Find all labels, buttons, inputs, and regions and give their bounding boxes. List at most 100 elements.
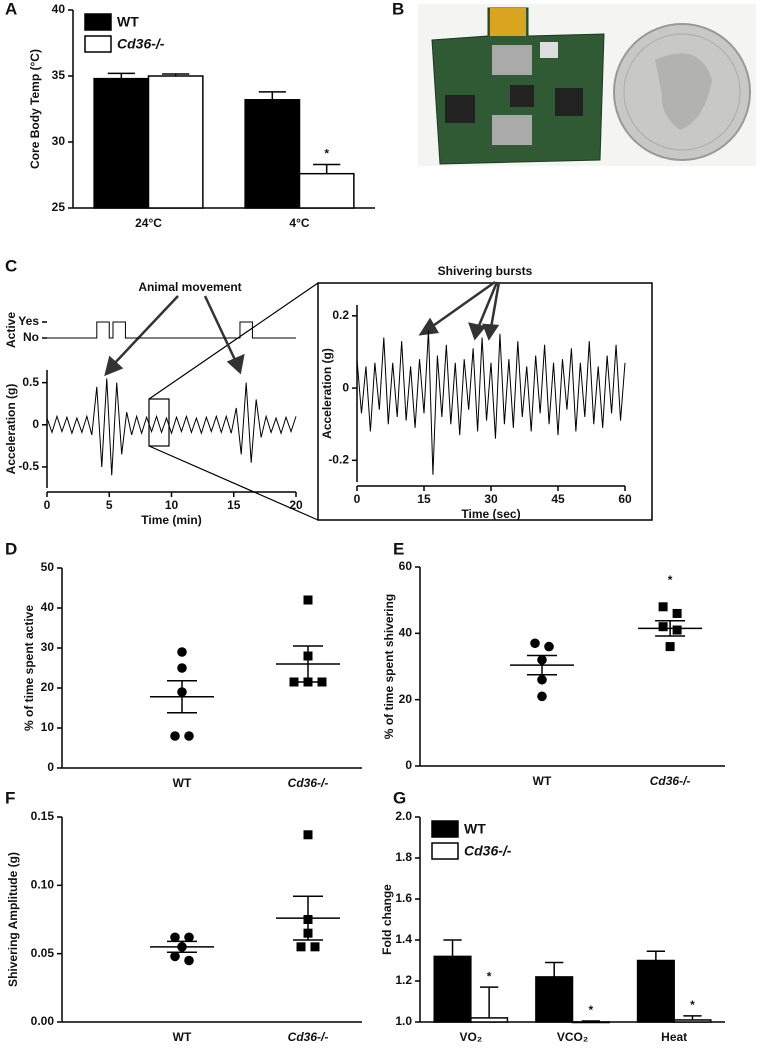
y-axis-label: Acceleration (g): [320, 348, 334, 439]
y-tick-label: 0: [342, 380, 349, 394]
data-point: [184, 955, 194, 966]
x-tick-label: 15: [227, 498, 241, 512]
y-tick-label: 30: [52, 134, 66, 148]
y-tick-label: 20: [399, 692, 413, 706]
data-point: [170, 932, 180, 943]
panel-label: E: [393, 539, 404, 558]
y-tick-label: 0: [405, 758, 412, 772]
y-tick-label: 0: [32, 417, 39, 431]
bar: [433, 955, 472, 1023]
data-point: [170, 731, 180, 741]
y-tick-label: 60: [399, 559, 413, 573]
data-point: [672, 625, 682, 635]
data-point: [665, 642, 675, 652]
x-tick-label: 10: [165, 498, 179, 512]
error-bar: [683, 1015, 702, 1020]
x-tick-label: Heat: [661, 1030, 687, 1044]
sem-bar: [167, 940, 197, 954]
data-point: [170, 951, 180, 962]
x-tick-label: 60: [618, 492, 632, 506]
y-tick-label: 30: [41, 640, 55, 654]
x-tick-label: Cd36-/-: [650, 774, 691, 788]
significance-mark: *: [324, 147, 329, 161]
y-axis-label: Active: [4, 312, 18, 348]
legend-swatch: [431, 842, 459, 860]
data-point: [658, 602, 668, 612]
panel-label: D: [5, 539, 17, 558]
error-bar: [107, 72, 135, 79]
x-tick-label: 4°C: [289, 216, 309, 230]
legend-label: WT: [117, 14, 139, 30]
legend-label: Cd36-/-: [117, 36, 165, 52]
error-bar: [313, 163, 341, 174]
bar: [298, 172, 355, 209]
y-axis-label: Acceleration (g): [4, 384, 18, 475]
data-point: [303, 830, 313, 840]
y-tick-label: 0.2: [332, 308, 349, 322]
x-tick-label: 45: [551, 492, 565, 506]
bar: [93, 77, 150, 209]
legend-swatch: [431, 820, 459, 838]
y-axis-label: % of time spent shivering: [382, 594, 396, 739]
data-point: [530, 638, 540, 649]
y-tick-label: No: [23, 330, 39, 344]
y-tick-label: -0.5: [18, 459, 39, 473]
y-tick-label: 0.10: [31, 878, 55, 892]
error-bar: [479, 986, 499, 1018]
panel-label: C: [5, 256, 17, 275]
x-tick-label: WT: [533, 774, 552, 788]
x-tick-label: WT: [173, 776, 192, 790]
bar: [470, 1017, 509, 1023]
y-tick-label: 0: [47, 760, 54, 774]
x-tick-label: 15: [417, 492, 431, 506]
y-tick-label: 1.0: [395, 1014, 412, 1028]
annotation: Animal movement: [138, 280, 241, 294]
x-tick-label: WT: [173, 1030, 192, 1044]
error-bar: [443, 939, 462, 957]
y-axis-label: % of time spent active: [22, 605, 36, 731]
legend-label: WT: [464, 821, 486, 837]
data-point: [537, 691, 547, 702]
data-point: [658, 622, 668, 632]
significance-mark: *: [487, 969, 492, 983]
data-point: [184, 932, 194, 943]
error-bar: [258, 91, 286, 100]
legend-swatch: [84, 13, 112, 31]
panel-label: G: [393, 788, 406, 807]
y-tick-label: 1.2: [395, 973, 412, 987]
legend-label: Cd36-/-: [464, 843, 512, 859]
signal-trace: [47, 321, 296, 339]
data-point: [672, 608, 682, 618]
bar: [636, 959, 675, 1023]
sem-bar: [527, 654, 557, 676]
error-bar: [581, 1020, 600, 1022]
x-tick-label: Cd36-/-: [288, 776, 329, 790]
device-photo: [418, 4, 756, 166]
sem-bar: [655, 619, 686, 637]
data-point: [544, 641, 554, 652]
y-tick-label: 0.5: [22, 375, 39, 389]
x-tick-label: 24°C: [135, 216, 162, 230]
annotation: Shivering bursts: [438, 264, 533, 278]
y-tick-label: 2.0: [395, 809, 412, 823]
x-tick-label: 0: [44, 498, 51, 512]
legend-swatch: [84, 35, 112, 53]
x-tick-label: VO₂: [459, 1030, 482, 1044]
y-tick-label: 0.00: [31, 1014, 55, 1028]
y-tick-label: 10: [41, 720, 55, 734]
x-axis-label: Time (sec): [461, 507, 520, 521]
bar: [571, 1021, 610, 1024]
y-tick-label: Yes: [18, 314, 39, 328]
signal-trace: [356, 330, 626, 475]
y-tick-label: 0.15: [31, 809, 55, 823]
y-tick-label: -0.2: [328, 452, 349, 466]
y-tick-label: 40: [52, 2, 66, 16]
significance-mark: *: [668, 573, 673, 587]
sem-bar: [293, 895, 323, 941]
bar: [147, 75, 204, 209]
x-axis-label: Time (min): [141, 513, 201, 527]
y-tick-label: 1.8: [395, 850, 412, 864]
y-tick-label: 20: [41, 680, 55, 694]
data-point: [303, 595, 313, 605]
